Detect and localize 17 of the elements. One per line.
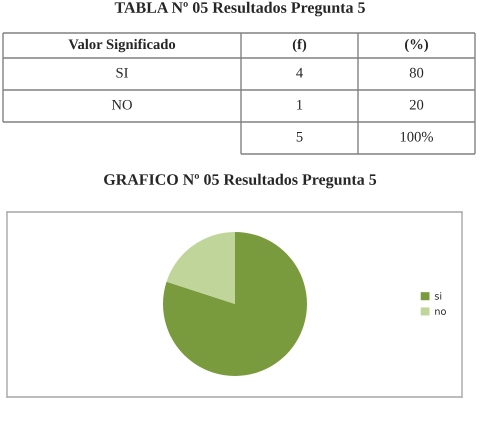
text: TABLA Nº 05 Resultados Pregunta 5 [114, 2, 365, 16]
data-label: 4 [296, 68, 303, 78]
text: Valor Significado [68, 38, 176, 52]
category-label: NO [112, 100, 132, 110]
data-label: 80 [410, 68, 424, 78]
category-label: SI [116, 68, 128, 78]
text: 5 [296, 132, 303, 142]
pie-slice [166, 232, 235, 304]
text: (%) [404, 38, 428, 52]
chart-title: GRAFICO Nº 05 Resultados Pregunta 5 [104, 174, 376, 188]
text: (f) [292, 38, 306, 52]
legend-label: no [435, 309, 446, 315]
data-label: 1 [297, 100, 302, 110]
text: 100% [400, 132, 434, 142]
data-label: 20 [410, 100, 424, 110]
pie-slice [163, 232, 307, 376]
legend-label: si [434, 292, 442, 300]
